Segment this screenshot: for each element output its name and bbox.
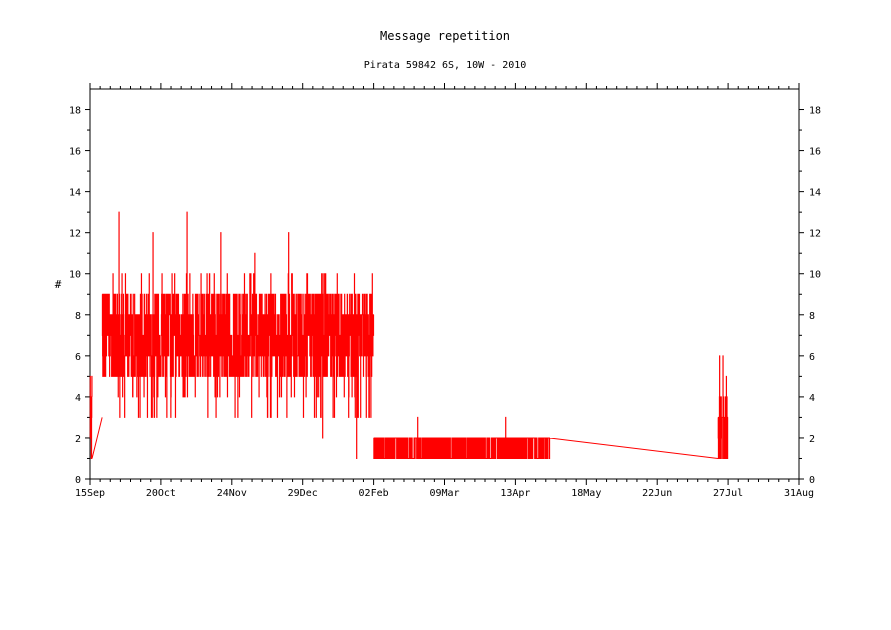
y-tick-label-left: 18	[69, 106, 81, 117]
y-tick-label-left: 0	[75, 475, 81, 486]
chart-subtitle: Pirata 59842 6S, 10W - 2010	[364, 60, 527, 71]
x-tick-label: 24Nov	[217, 488, 247, 499]
x-tick-label: 22Jun	[642, 488, 672, 499]
x-tick-label: 20Oct	[146, 488, 176, 499]
plot-area	[89, 88, 800, 480]
x-tick-label: 09Mar	[429, 488, 459, 499]
series-line	[89, 211, 729, 459]
series-layer	[89, 211, 729, 459]
y-tick-label-left: 6	[75, 352, 81, 363]
y-tick-label-right: 18	[809, 106, 821, 117]
chart-title: Message repetition	[380, 29, 510, 43]
y-tick-label-right: 12	[809, 229, 821, 240]
y-tick-label-left: 12	[69, 229, 81, 240]
y-tick-label-left: 2	[75, 434, 81, 445]
y-tick-label-right: 8	[809, 311, 815, 322]
y-axis-label: #	[55, 278, 62, 291]
x-tick-label: 29Dec	[288, 488, 318, 499]
y-tick-label-left: 14	[69, 188, 81, 199]
y-tick-label-left: 4	[75, 393, 81, 404]
y-tick-label-left: 16	[69, 147, 81, 158]
y-tick-label-right: 16	[809, 147, 821, 158]
x-tick-label: 13Apr	[500, 488, 530, 499]
x-tick-label: 27Jul	[713, 488, 743, 499]
x-tick-label: 15Sep	[75, 488, 105, 499]
y-tick-label-left: 10	[69, 270, 81, 281]
x-tick-label: 02Feb	[359, 488, 389, 499]
axis-ticks: 0 0 2 2 4 4 6 6 8 8 10 10 12 12 14 14 16 16 18 18 15Sep 20Oct…	[69, 83, 821, 499]
y-tick-label-right: 10	[809, 270, 821, 281]
x-tick-label: 18May	[571, 488, 601, 499]
y-tick-label-right: 0	[809, 475, 815, 486]
x-tick-label: 31Aug	[784, 488, 814, 499]
y-tick-label-right: 6	[809, 352, 815, 363]
y-tick-label-right: 4	[809, 393, 815, 404]
y-tick-label-right: 2	[809, 434, 815, 445]
y-tick-label-left: 8	[75, 311, 81, 322]
plot-frame	[89, 88, 800, 480]
y-tick-label-right: 14	[809, 188, 821, 199]
